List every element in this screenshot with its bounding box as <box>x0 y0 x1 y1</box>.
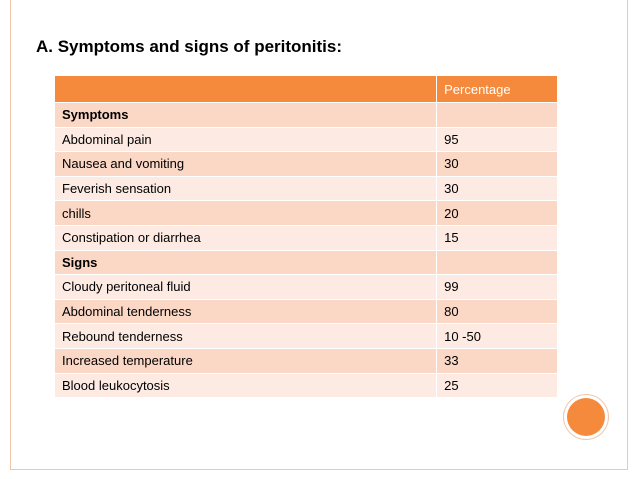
header-cell-percentage: Percentage <box>436 75 558 103</box>
row-label: Signs <box>53 249 438 276</box>
row-label: Feverish sensation <box>53 175 438 202</box>
decorative-circle-icon <box>567 398 605 436</box>
row-value: 30 <box>436 151 558 177</box>
row-value: 15 <box>436 224 558 251</box>
row-label: Symptoms <box>53 102 438 128</box>
table-row: Abdominal pain 95 <box>53 126 558 153</box>
table-row: Constipation or diarrhea 15 <box>53 224 558 251</box>
peritonitis-table: Percentage Symptoms Abdominal pain 95 Na… <box>53 75 558 399</box>
row-value: 20 <box>436 200 558 226</box>
table-header-row: Percentage <box>53 75 558 103</box>
row-label: Increased temperature <box>53 347 438 374</box>
row-label: chills <box>53 200 438 226</box>
slide-frame <box>10 0 628 470</box>
row-value: 33 <box>436 347 558 374</box>
row-label: Cloudy peritoneal fluid <box>53 274 438 300</box>
section-row-symptoms: Symptoms <box>53 102 558 128</box>
row-label: Nausea and vomiting <box>53 151 438 177</box>
slide-title: A. Symptoms and signs of peritonitis: <box>36 37 343 56</box>
row-value: 10 -50 <box>436 323 558 349</box>
table-row: Rebound tenderness 10 -50 <box>53 323 558 349</box>
row-value: 30 <box>436 175 558 202</box>
section-row-signs: Signs <box>53 249 558 276</box>
table-row: Increased temperature 33 <box>53 347 558 374</box>
table-row: Nausea and vomiting 30 <box>53 151 558 177</box>
row-label: Abdominal tenderness <box>53 298 438 325</box>
table-row: chills 20 <box>53 200 558 226</box>
row-value: 95 <box>436 126 558 153</box>
table-row: Abdominal tenderness 80 <box>53 298 558 325</box>
row-value: 25 <box>436 372 558 399</box>
row-value <box>436 249 558 276</box>
row-label: Blood leukocytosis <box>53 372 438 399</box>
row-value: 99 <box>436 274 558 300</box>
row-value: 80 <box>436 298 558 325</box>
table-row: Feverish sensation 30 <box>53 175 558 202</box>
header-cell-label <box>53 75 438 103</box>
row-label: Constipation or diarrhea <box>53 224 438 251</box>
row-label: Rebound tenderness <box>53 323 438 349</box>
table-row: Cloudy peritoneal fluid 99 <box>53 274 558 300</box>
row-label: Abdominal pain <box>53 126 438 153</box>
table-row: Blood leukocytosis 25 <box>53 372 558 399</box>
row-value <box>436 102 558 128</box>
